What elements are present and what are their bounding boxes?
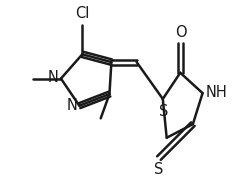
Text: N: N	[48, 70, 59, 85]
Text: S: S	[154, 162, 163, 177]
Text: NH: NH	[206, 85, 228, 100]
Text: N: N	[66, 98, 77, 113]
Text: Cl: Cl	[75, 6, 90, 21]
Text: S: S	[159, 104, 168, 119]
Text: O: O	[175, 25, 187, 40]
